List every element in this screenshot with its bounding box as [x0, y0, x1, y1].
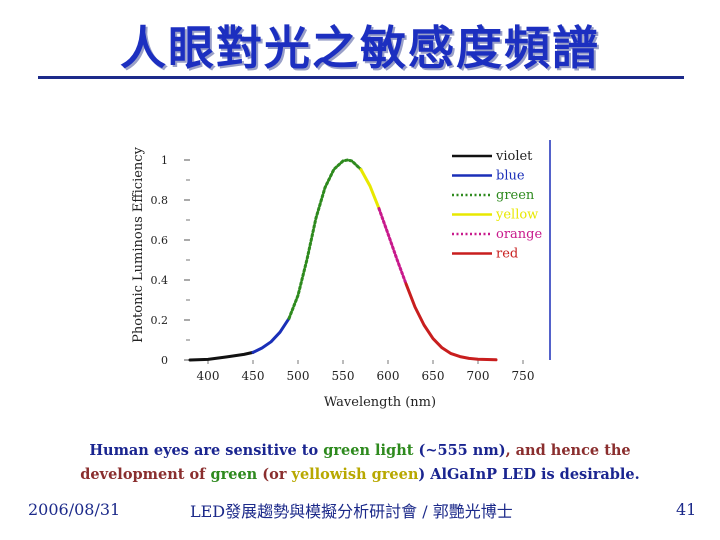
x-tick-label: 400	[197, 369, 220, 383]
x-tick-label: 450	[242, 369, 265, 383]
luminous-efficiency-chart: 0 0.2 0.4 0.6 0.8 1 400 450 500 550 600 650 700 750 Wa…	[131, 140, 551, 410]
series-line-blue	[251, 316, 291, 354]
x-tick-label: 750	[512, 369, 535, 383]
caption-line-1: Human eyes are sensitive to green light …	[30, 442, 690, 459]
caption-segment: green light	[323, 442, 414, 459]
y-axis-title: Photonic Luminous Efficiency	[131, 146, 146, 342]
x-tick-label: 700	[467, 369, 490, 383]
y-tick-label: 0.6	[151, 234, 169, 247]
series-line-green	[287, 158, 363, 320]
legend-label-yellow: yellow	[495, 208, 538, 223]
footer-page-number: 41	[676, 500, 697, 519]
x-axis-title: Wavelength (nm)	[324, 395, 436, 410]
x-tick-label: 500	[287, 369, 310, 383]
caption-segment: , and hence the	[505, 442, 631, 459]
slide-title: 人眼對光之敏感度頻譜	[120, 21, 600, 75]
x-tick-label: 550	[332, 369, 355, 383]
y-tick-label: 1	[161, 154, 168, 167]
caption-segment: (~555 nm)	[413, 442, 506, 459]
footer-date: 2006/08/31	[28, 500, 121, 519]
legend-label-blue: blue	[496, 169, 525, 184]
footer-presentation-info: LED發展趨勢與模擬分析研討會 / 郭艷光博士	[190, 502, 513, 521]
x-tick-label: 600	[377, 369, 400, 383]
y-tick-label: 0.4	[151, 274, 169, 287]
x-tick-label: 650	[422, 369, 445, 383]
caption-segment: green	[210, 466, 258, 483]
legend-label-green: green	[496, 188, 535, 203]
legend-label-red: red	[496, 247, 518, 262]
series-line-yellow	[359, 168, 381, 211]
y-tick-label: 0	[161, 354, 168, 367]
series-line-red	[404, 282, 498, 362]
legend-label-orange: orange	[496, 227, 542, 242]
caption-segment: Human eyes are sensitive to	[89, 442, 324, 459]
caption-line-2: development of green (or yellowish green…	[30, 466, 690, 483]
legend-label-violet: violet	[495, 149, 533, 164]
caption-segment: ) AlGaInP LED is desirable.	[418, 466, 640, 483]
series-line-orange	[377, 207, 408, 286]
caption-segment: development of	[80, 466, 211, 483]
y-tick-label: 0.2	[151, 314, 169, 327]
caption-segment: (or	[257, 466, 292, 483]
series-line-violet	[188, 350, 255, 362]
caption-segment: yellowish green	[291, 466, 419, 483]
y-tick-label: 0.8	[151, 194, 169, 207]
title-rule	[38, 76, 684, 79]
